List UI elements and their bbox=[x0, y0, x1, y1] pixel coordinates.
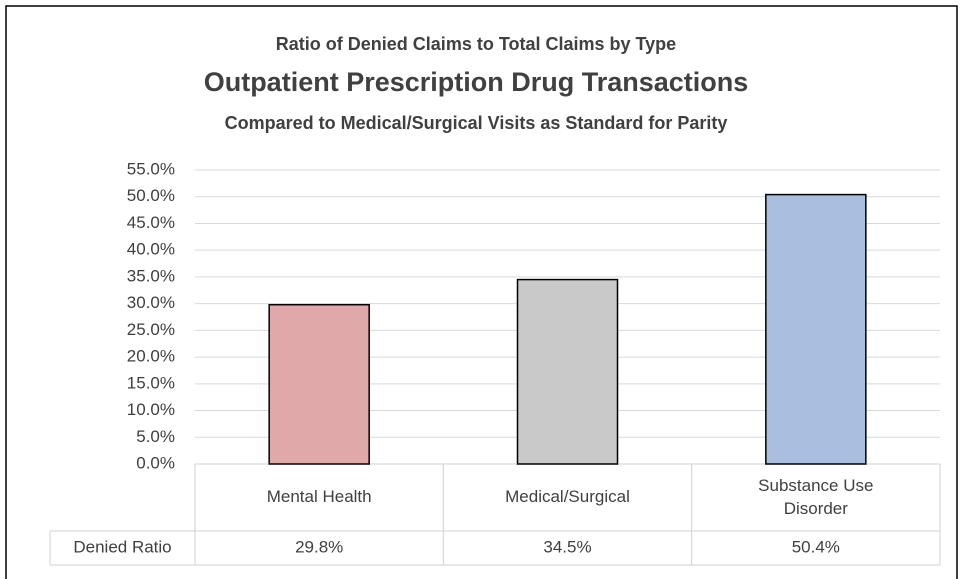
series-name: Denied Ratio bbox=[73, 537, 171, 556]
y-tick-label: 5.0% bbox=[136, 427, 175, 446]
x-tick-label-box: Substance Use Disorder bbox=[758, 475, 874, 518]
y-tick-label: 55.0% bbox=[127, 159, 175, 178]
y-tick-label: 0.0% bbox=[136, 453, 175, 472]
bar bbox=[516, 278, 619, 465]
data-label: 29.8% bbox=[295, 537, 343, 556]
x-tick-label-box: Mental Health bbox=[266, 487, 372, 507]
bar bbox=[765, 193, 867, 465]
y-tick-label: 45.0% bbox=[127, 213, 175, 232]
data-label: 34.5% bbox=[543, 537, 591, 556]
x-tick-label: Substance Use Disorder bbox=[758, 475, 874, 518]
x-tick-label-box: Medical/Surgical bbox=[505, 487, 630, 507]
data-label: 50.4% bbox=[792, 537, 840, 556]
y-tick-label: 15.0% bbox=[127, 373, 175, 392]
chart-title: Ratio of Denied Claims to Total Claims b… bbox=[276, 34, 676, 54]
y-tick-label: 40.0% bbox=[127, 240, 175, 259]
y-tick-label: 25.0% bbox=[127, 320, 175, 339]
x-tick-label: Medical/Surgical bbox=[505, 487, 630, 507]
chart-caption: Compared to Medical/Surgical Visits as S… bbox=[225, 113, 728, 133]
x-tick-label: Mental Health bbox=[266, 487, 372, 507]
y-tick-label: 30.0% bbox=[127, 293, 175, 312]
y-tick-label: 10.0% bbox=[127, 400, 175, 419]
y-tick-label: 35.0% bbox=[127, 266, 175, 285]
bar bbox=[268, 303, 370, 465]
y-tick-label: 50.0% bbox=[127, 186, 175, 205]
chart-subtitle: Outpatient Prescription Drug Transaction… bbox=[204, 67, 749, 97]
y-tick-label: 20.0% bbox=[127, 347, 175, 366]
